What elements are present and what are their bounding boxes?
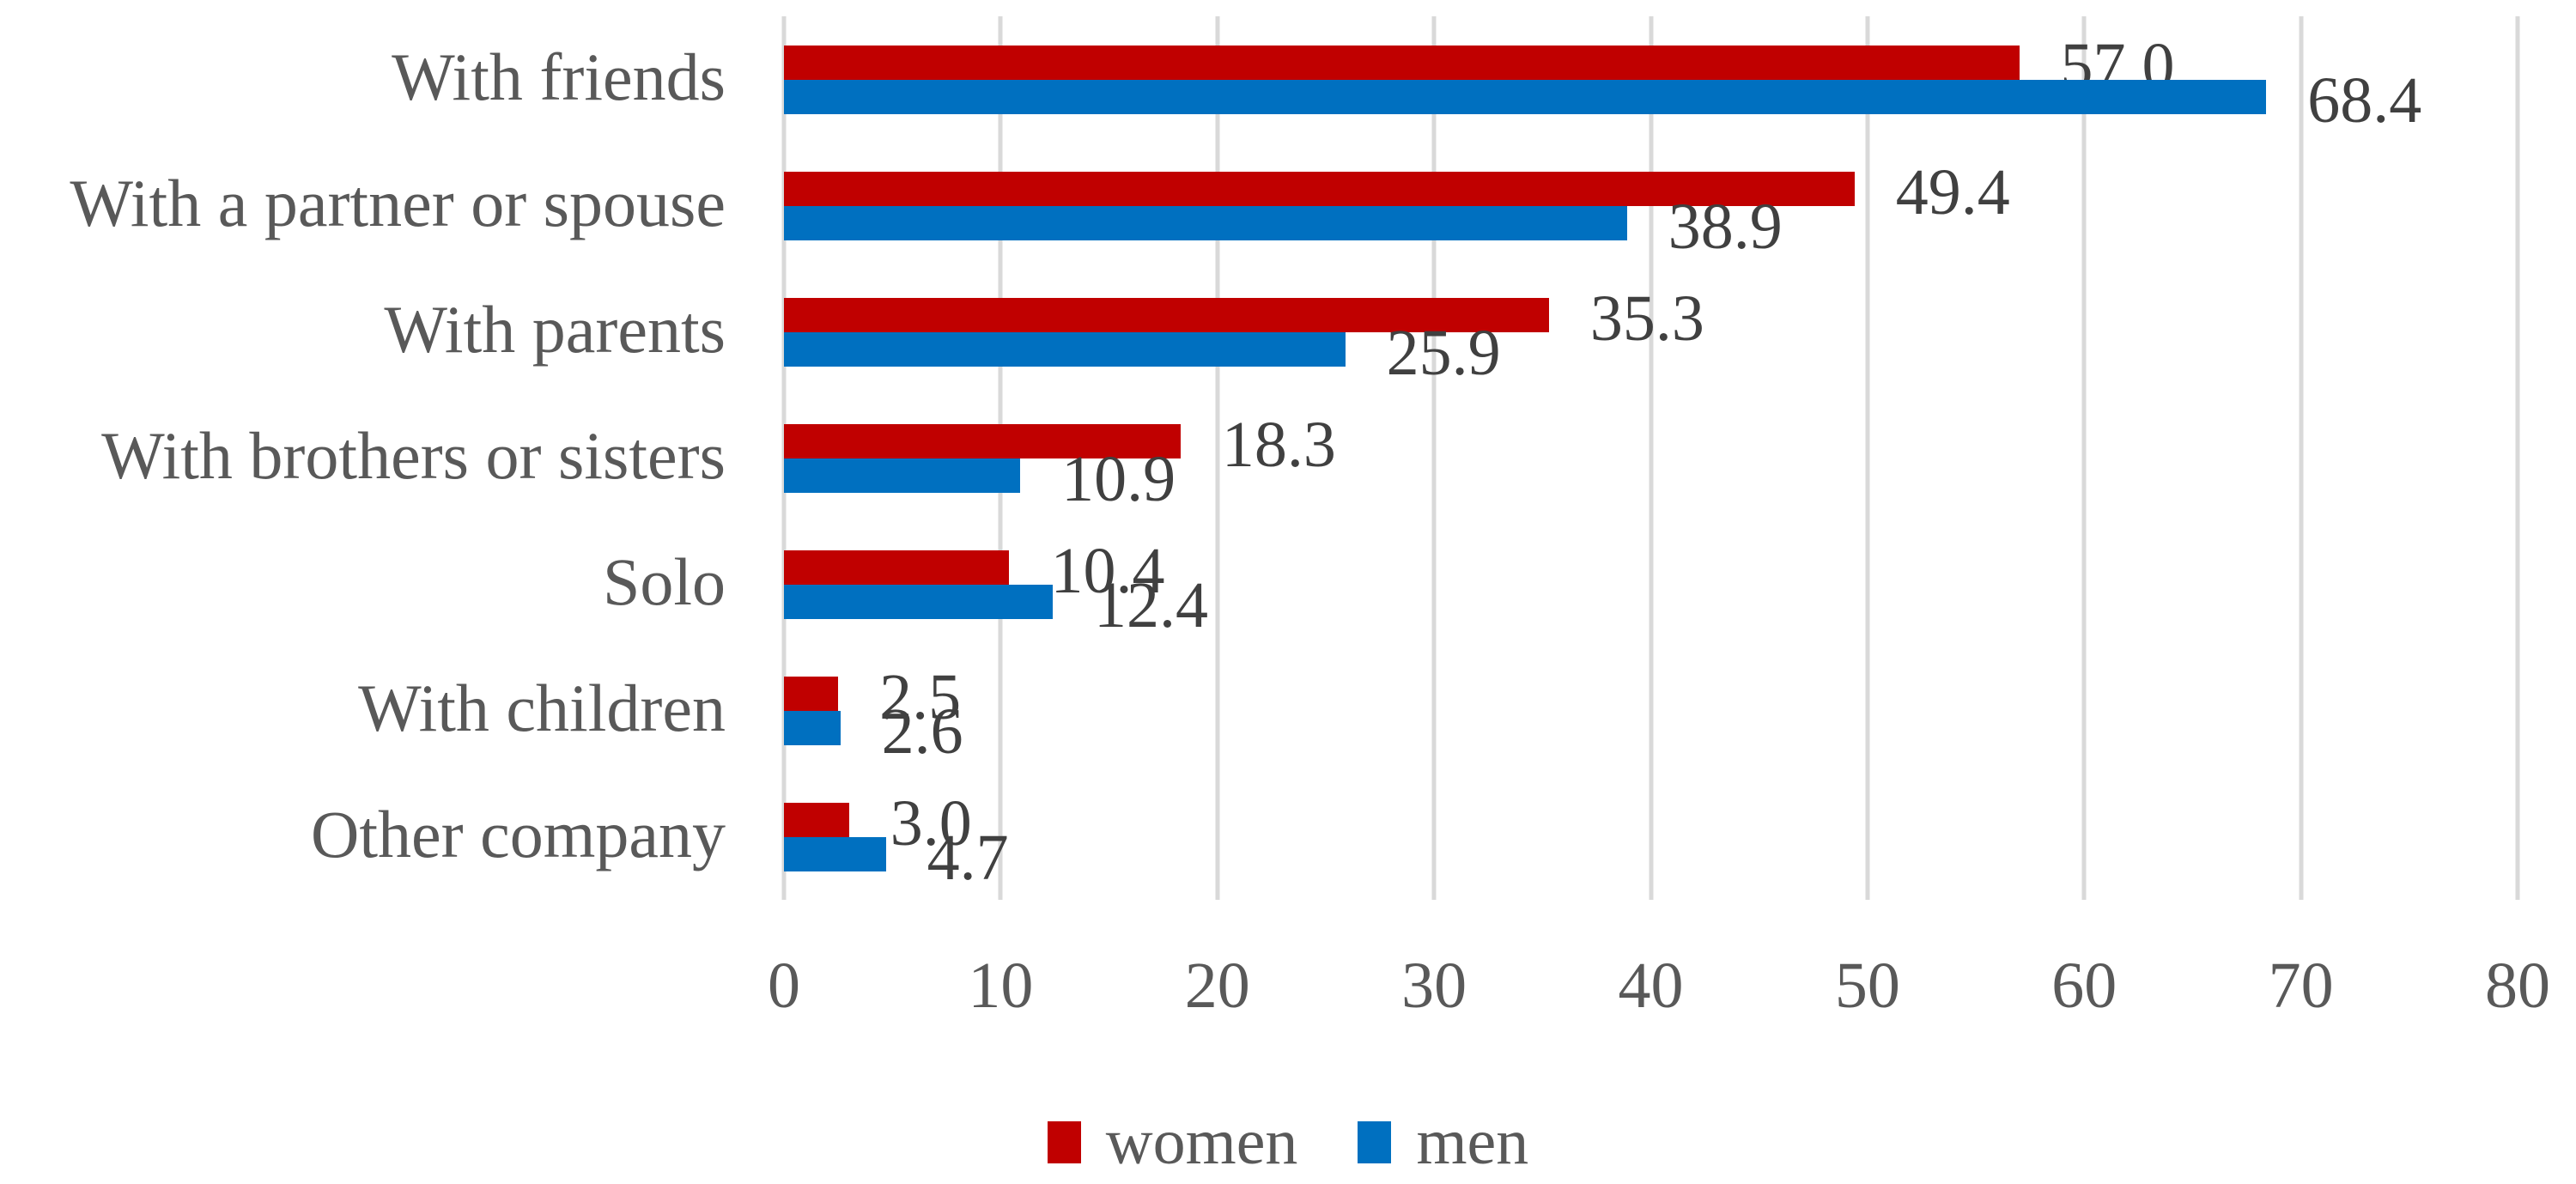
category-label: With children [358,670,726,745]
gridline [1865,16,1870,900]
men-bar-value-label: 2.6 [881,695,963,768]
x-axis-tick-label: 50 [1834,950,1900,1022]
women-bar-value-label: 2.5 [879,660,962,733]
category-label: With a partner or spouse [70,165,726,240]
category-label: With brothers or sisters [101,417,726,493]
legend: women men [0,1109,2576,1175]
legend-label-men: men [1416,1106,1529,1178]
plot-area: 57.0 68.4 49.4 38.9 35.3 25.9 18.3 10.9 10.4 12.4… [781,16,2520,900]
women-bar [784,297,1549,332]
women-bar [784,45,2020,80]
men-bar-value-label: 12.4 [1093,568,1208,641]
gridline [1649,16,1653,900]
women-bar [784,171,1855,206]
legend-label-women: women [1105,1106,1298,1178]
women-bar [784,676,839,711]
gridline [1215,16,1220,900]
legend-swatch-men [1358,1120,1392,1163]
men-bar [784,836,886,871]
men-bar [784,79,2267,114]
women-bar-value-label: 49.4 [1895,155,2010,228]
x-axis-tick-label: 70 [2268,950,2334,1022]
category-label: With friends [392,39,726,114]
gridline [2081,16,2087,900]
men-bar-value-label: 10.9 [1061,442,1176,515]
men-bar [784,458,1021,493]
women-bar-value-label: 3.0 [890,786,972,859]
x-axis-tick-label: 30 [1401,950,1467,1022]
gridline [1431,16,1437,900]
women-bar [784,802,849,837]
category-label: With parents [384,291,726,367]
gridline [2515,16,2520,900]
men-bar-value-label: 25.9 [1386,316,1501,389]
men-bar [784,205,1627,240]
x-axis-tick-label: 10 [968,950,1034,1022]
men-bar-value-label: 38.9 [1668,190,1783,263]
men-bar-value-label: 68.4 [2307,64,2422,137]
men-bar [784,710,841,745]
x-axis-tick-label: 80 [2485,950,2550,1022]
category-label: Other company [310,796,726,871]
legend-item-women: women [1047,1106,1298,1178]
women-bar [784,549,1010,585]
gridline [2299,16,2304,900]
legend-item-men: men [1358,1109,1528,1175]
women-bar-value-label: 35.3 [1589,282,1704,355]
category-label: Solo [602,543,726,619]
legend-swatch-women [1047,1120,1081,1163]
x-axis-tick-label: 40 [1618,950,1684,1022]
x-axis-tick-label: 20 [1184,950,1250,1022]
x-axis-tick-label: 0 [768,950,800,1022]
x-axis-tick-label: 60 [2051,950,2117,1022]
women-bar-value-label: 10.4 [1050,534,1165,607]
men-bar [784,584,1053,619]
men-bar-value-label: 4.7 [927,821,1009,894]
women-bar-value-label: 18.3 [1221,408,1336,481]
women-bar [784,423,1181,458]
men-bar [784,331,1346,367]
